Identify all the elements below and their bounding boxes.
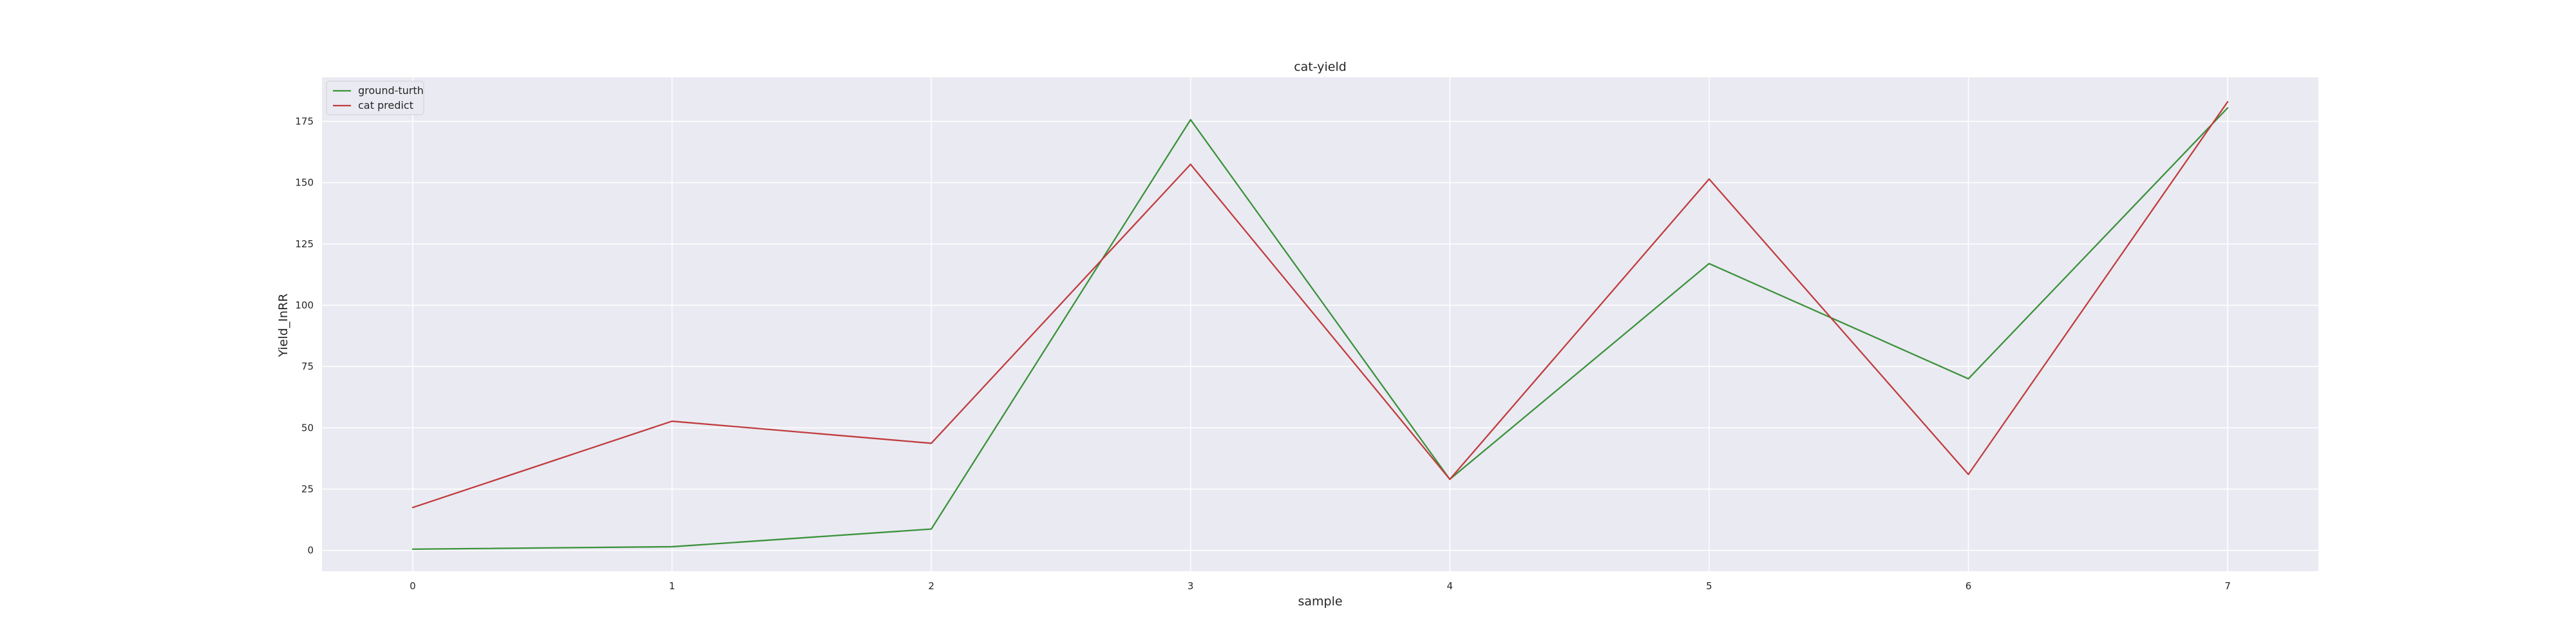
chart-title: cat-yield (1294, 60, 1347, 74)
x-tick-label: 5 (1706, 580, 1712, 592)
series-layer (412, 100, 2229, 550)
legend: ground-turth cat predict (326, 80, 424, 115)
y-tick-label: 75 (301, 361, 314, 372)
y-tick-label: 125 (295, 238, 314, 250)
x-tick-label: 4 (1447, 580, 1454, 592)
y-tick-label: 50 (301, 422, 314, 433)
x-tick-label: 2 (928, 580, 934, 592)
series-line-cat-predict (412, 100, 2229, 509)
series-line-ground-turth (412, 107, 2229, 550)
x-tick-label: 6 (1965, 580, 1972, 592)
x-tick-label: 1 (669, 580, 676, 592)
y-tick-label: 100 (295, 299, 314, 311)
legend-label-ground-turth: ground-turth (358, 84, 424, 97)
y-tick-label: 0 (307, 545, 314, 556)
y-tick-label: 175 (295, 116, 314, 128)
x-tick-label: 7 (2224, 580, 2231, 592)
plot-background (322, 77, 2318, 571)
tick-labels: 0 1 2 3 4 5 6 7 0 25 50 75 100 125 150 175 (295, 116, 2231, 592)
legend-label-cat-predict: cat predict (358, 99, 413, 111)
x-axis-label: sample (1298, 594, 1342, 609)
y-axis-label: Yield_InRR (276, 294, 290, 358)
x-tick-label: 3 (1188, 580, 1194, 592)
y-tick-label: 25 (301, 483, 314, 495)
grid (322, 77, 2318, 571)
y-tick-label: 150 (295, 177, 314, 189)
x-tick-label: 0 (410, 580, 416, 592)
